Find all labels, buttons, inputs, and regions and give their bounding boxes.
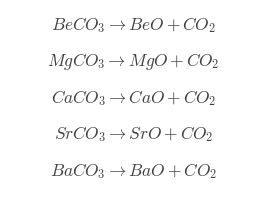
Text: $\mathit{MgCO_3} \rightarrow \mathit{MgO} + \mathit{CO_2}$: $\mathit{MgCO_3} \rightarrow \mathit{MgO… <box>47 51 220 72</box>
Text: $\mathit{SrCO_3} \rightarrow \mathit{SrO} + \mathit{CO_2}$: $\mathit{SrCO_3} \rightarrow \mathit{SrO… <box>54 124 213 144</box>
Text: $\mathit{BeCO_3} \rightarrow \mathit{BeO} + \mathit{CO_2}$: $\mathit{BeCO_3} \rightarrow \mathit{BeO… <box>51 15 216 35</box>
Text: $\mathit{CaCO_3} \rightarrow \mathit{CaO} + \mathit{CO_2}$: $\mathit{CaCO_3} \rightarrow \mathit{CaO… <box>51 88 216 108</box>
Text: $\mathit{BaCO_3} \rightarrow \mathit{BaO} + \mathit{CO_2}$: $\mathit{BaCO_3} \rightarrow \mathit{BaO… <box>50 161 217 181</box>
